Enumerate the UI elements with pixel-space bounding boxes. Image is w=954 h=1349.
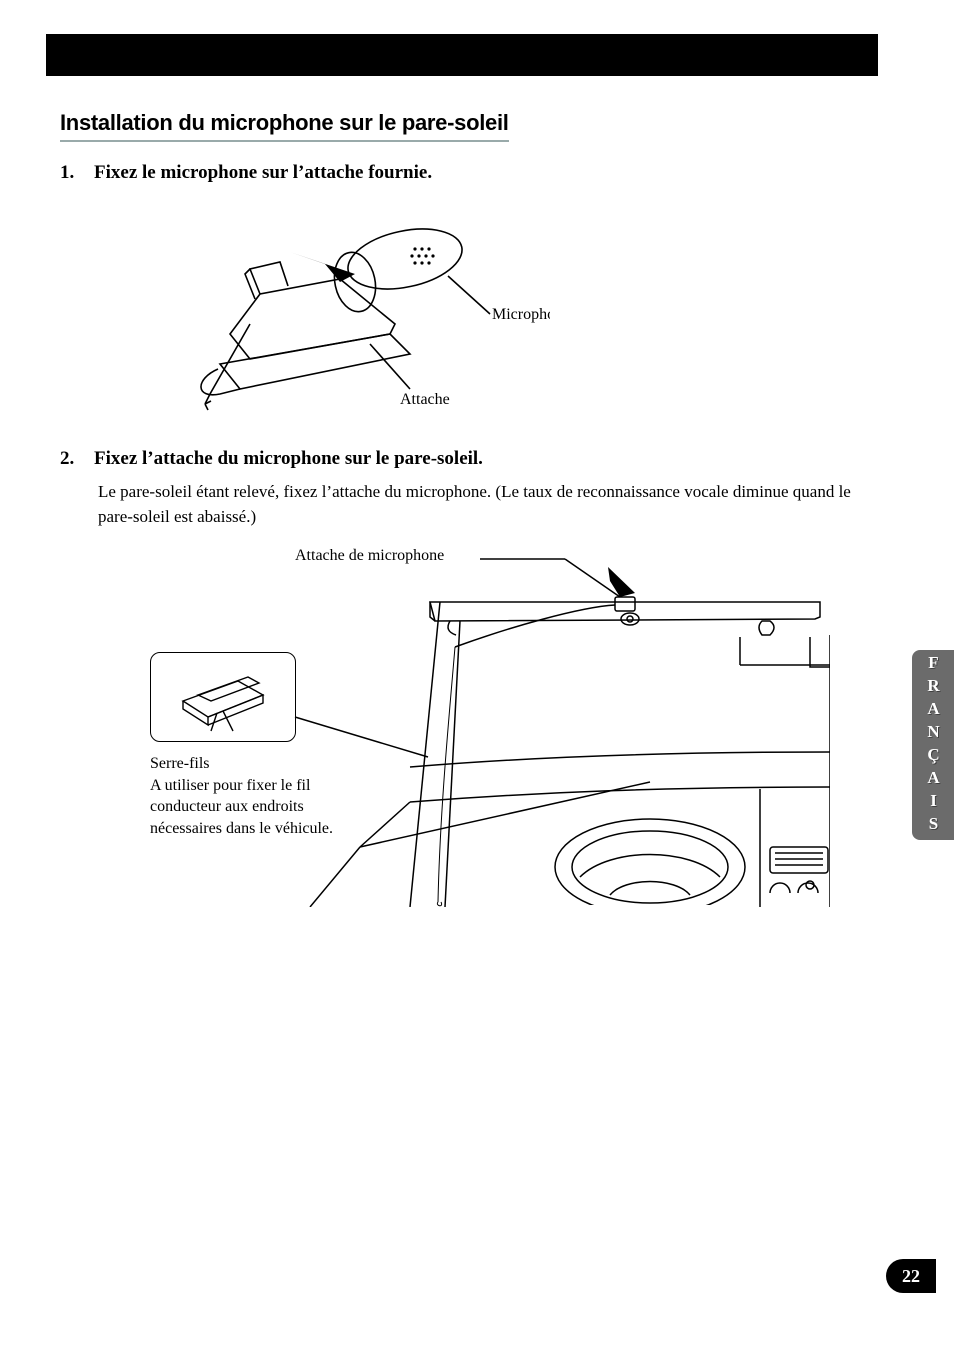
step-2-body: Le pare-soleil étant relevé, fixez l’att… (98, 480, 860, 529)
fig2-inset: Serre-fils A utiliser pour fixer le fil … (150, 652, 360, 839)
fig2-serre-fils-title: Serre-fils (150, 755, 210, 772)
page-number: 22 (902, 1266, 920, 1287)
figure-2: Attache de microphone (110, 547, 860, 907)
step-1: 1. Fixez le microphone sur l’attache fou… (60, 162, 860, 424)
language-tab: FRANÇAIS (912, 650, 954, 840)
fig2-inset-box (150, 652, 296, 742)
figure-1: Microphone Attache (190, 194, 860, 424)
step-2: 2. Fixez l’attache du microphone sur le … (60, 448, 860, 907)
header-bar (46, 34, 878, 76)
step-2-number: 2. (60, 448, 80, 470)
step-1-title: Fixez le microphone sur l’attache fourni… (94, 162, 432, 184)
clip-icon (163, 661, 283, 733)
step-2-title: Fixez l’attache du microphone sur le par… (94, 448, 483, 470)
fig2-serre-fils-body: A utiliser pour fixer le fil conducteur … (150, 777, 333, 837)
step-1-number: 1. (60, 162, 80, 184)
page-number-pill: 22 (886, 1259, 936, 1293)
step-1-header: 1. Fixez le microphone sur l’attache fou… (60, 162, 860, 184)
fig1-label-microphone: Microphone (492, 306, 550, 323)
figure-1-svg: Microphone Attache (190, 194, 550, 424)
fig2-serre-fils-caption: Serre-fils A utiliser pour fixer le fil … (150, 753, 360, 839)
step-2-header: 2. Fixez l’attache du microphone sur le … (60, 448, 860, 470)
page: Installation du microphone sur le pare-s… (0, 0, 954, 1349)
language-tab-label: FRANÇAIS (923, 653, 943, 837)
fig1-label-attache: Attache (400, 391, 450, 408)
content-area: Installation du microphone sur le pare-s… (60, 110, 860, 931)
section-title: Installation du microphone sur le pare-s… (60, 110, 509, 142)
